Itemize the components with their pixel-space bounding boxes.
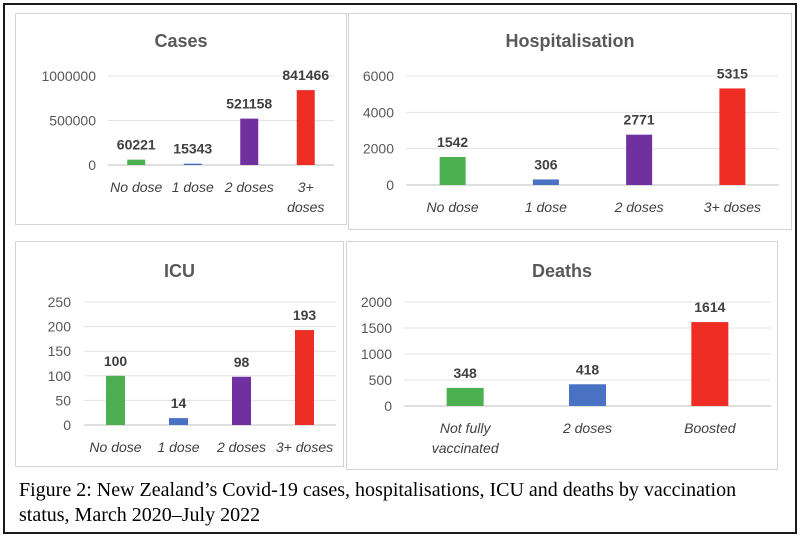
category-label: 3+ doses: [704, 199, 761, 215]
data-label: 1614: [694, 299, 725, 315]
figure-caption: Figure 2: New Zealand’s Covid-19 cases, …: [19, 479, 737, 526]
bar: [232, 376, 251, 425]
category-label: 2 doses: [216, 439, 266, 455]
cases-chart: Cases 0 500000 1000000 60221 No dose 15343 1 do…: [15, 13, 347, 225]
bar: [240, 118, 259, 165]
bar: [169, 418, 188, 425]
data-label: 348: [453, 365, 477, 381]
bar: [295, 330, 314, 425]
data-label: 1542: [437, 134, 468, 150]
y-tick-label: 50: [55, 392, 71, 408]
chart-svg: Cases 0 500000 1000000 60221 No dose 15343 1 do…: [41, 31, 334, 215]
bar: [626, 134, 653, 185]
y-tick-label: 0: [386, 177, 394, 193]
y-tick-label: 1000000: [41, 68, 96, 84]
data-label: 15343: [173, 141, 212, 157]
category-label: Not fully vaccinated: [432, 420, 500, 456]
y-tick-label: 4000: [363, 104, 394, 120]
y-tick-label: 0: [88, 157, 96, 173]
icu-chart: ICU 0 50 100 150 200 250 100 No dose 14 1 dose 98 2 …: [15, 241, 344, 467]
figure-frame: Cases 0 500000 1000000 60221 No dose 15343 1 do…: [3, 3, 797, 534]
bar: [569, 384, 606, 406]
y-tick-label: 200: [48, 319, 72, 335]
category-label: 3+ doses: [287, 179, 324, 215]
y-tick-label: 6000: [363, 68, 394, 84]
bar: [446, 387, 484, 406]
bar: [439, 156, 466, 185]
bar: [106, 375, 125, 425]
category-label: 1 dose: [525, 199, 567, 215]
deaths-chart: Deaths 0 500 1000 1500 2000 348 Not fully vaccin…: [346, 241, 778, 470]
category-label: 2 doses: [562, 420, 612, 436]
chart-svg: Deaths 0 500 1000 1500 2000 348 Not fully vaccin…: [361, 261, 771, 456]
data-label: 98: [234, 354, 250, 370]
y-tick-label: 0: [63, 417, 71, 433]
data-label: 2771: [624, 112, 655, 128]
bar: [691, 322, 729, 406]
y-tick-label: 250: [48, 294, 72, 310]
data-label: 5315: [717, 65, 748, 81]
y-tick-label: 500: [369, 372, 393, 388]
category-label: 1 dose: [157, 439, 199, 455]
data-label: 14: [171, 395, 187, 411]
chart-title: Hospitalisation: [505, 31, 634, 51]
chart-title: ICU: [164, 261, 195, 281]
y-tick-label: 1500: [361, 320, 392, 336]
bar: [127, 159, 146, 165]
chart-svg: ICU 0 50 100 150 200 250 100 No dose 14 1 dose 98 2 …: [48, 261, 336, 455]
y-tick-label: 1000: [361, 346, 392, 362]
data-label: 841466: [282, 67, 329, 83]
category-label: 3+ doses: [276, 439, 333, 455]
bar: [719, 88, 746, 185]
category-label: No dose: [427, 199, 479, 215]
y-tick-label: 100: [48, 368, 72, 384]
y-tick-label: 2000: [363, 141, 394, 157]
data-label: 306: [534, 156, 558, 172]
chart-title: Cases: [154, 31, 207, 51]
category-label: No dose: [110, 179, 162, 195]
data-label: 193: [293, 307, 317, 323]
y-tick-label: 2000: [361, 294, 392, 310]
data-label: 100: [104, 353, 128, 369]
data-label: 60221: [117, 137, 156, 153]
data-label: 418: [576, 361, 600, 377]
category-label: No dose: [89, 439, 141, 455]
category-label: 2 doses: [614, 199, 664, 215]
category-label: 2 doses: [224, 179, 274, 195]
bar: [183, 163, 202, 165]
y-tick-label: 0: [384, 398, 392, 414]
category-label: 1 dose: [172, 179, 214, 195]
data-label: 521158: [226, 96, 272, 112]
y-tick-label: 150: [48, 343, 72, 359]
bar: [296, 90, 315, 165]
chart-svg: Hospitalisation 0 2000 4000 6000 1542 No dose 3…: [363, 31, 779, 215]
category-label: Boosted: [684, 420, 737, 436]
y-tick-label: 500000: [49, 113, 96, 129]
chart-title: Deaths: [532, 261, 592, 281]
bar: [532, 179, 559, 185]
hospitalisation-chart: Hospitalisation 0 2000 4000 6000 1542 No dose 3…: [348, 13, 792, 230]
